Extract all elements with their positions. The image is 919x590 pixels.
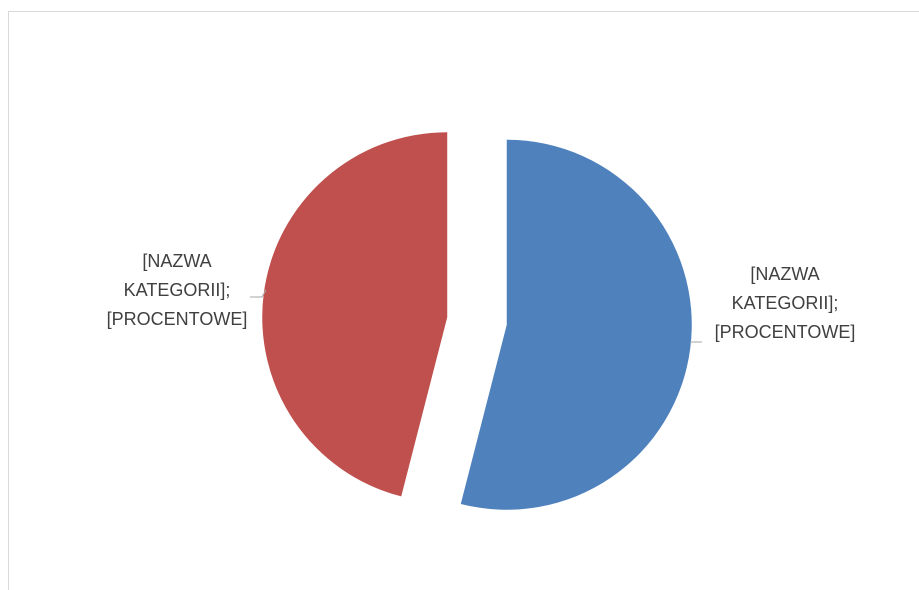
data-label-2: [NAZWA KATEGORII]; [PROCENTOWE]: [107, 251, 248, 329]
data-label-1: [NAZWA KATEGORII]; [PROCENTOWE]: [715, 264, 856, 342]
data-label-line: KATEGORII];: [732, 293, 839, 313]
pie-slice-1: [460, 139, 692, 510]
data-label-line: [NAZWA: [142, 251, 211, 271]
data-label-line: [PROCENTOWE]: [107, 309, 248, 329]
leader-line-2: [250, 289, 267, 298]
data-label-line: KATEGORII];: [124, 280, 231, 300]
pie-slice-2: [262, 132, 448, 497]
data-label-line: [PROCENTOWE]: [715, 322, 856, 342]
data-label-line: [NAZWA: [750, 264, 819, 284]
